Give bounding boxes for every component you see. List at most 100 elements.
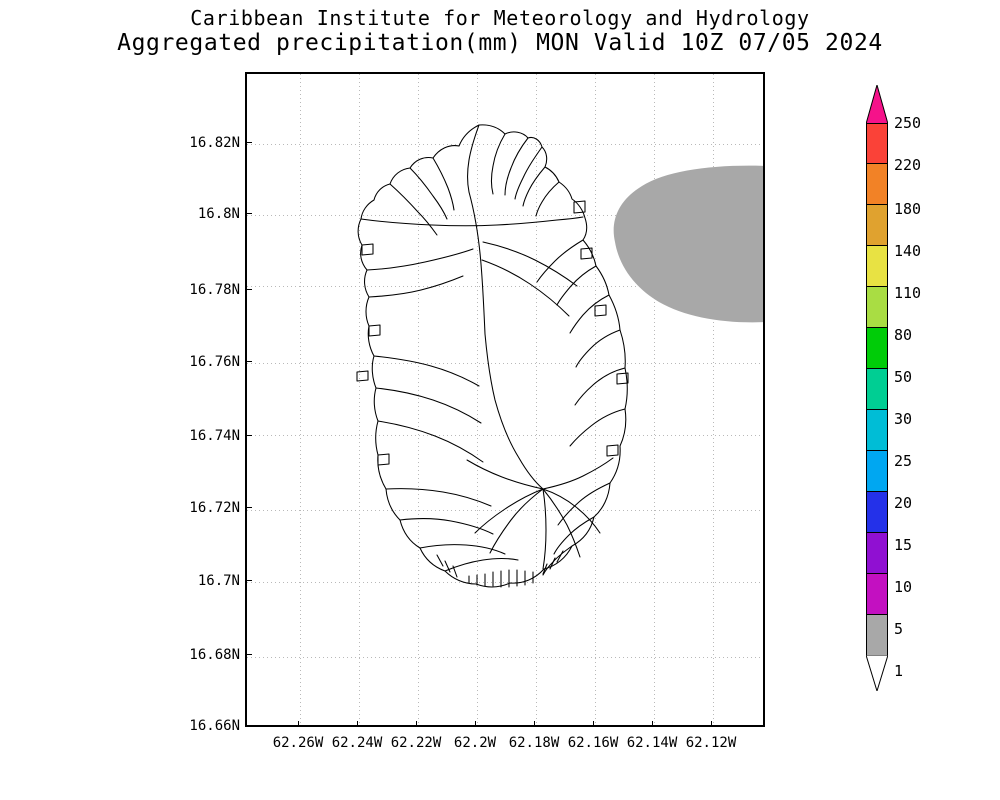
watershed-divide <box>466 124 480 193</box>
y-axis-label: 16.8N <box>197 206 240 222</box>
y-axis-label: 16.82N <box>189 135 240 151</box>
colorbar-tick-label: 20 <box>894 494 913 512</box>
colorbar-tick-label: 180 <box>894 200 922 218</box>
watershed-divide <box>490 133 506 195</box>
coastal-detail <box>436 550 564 578</box>
gridline-horizontal <box>247 510 763 511</box>
x-axis-tick <box>475 721 476 727</box>
gridline-vertical <box>595 74 596 725</box>
gridline-vertical <box>477 74 478 725</box>
colorbar-tick-label: 50 <box>894 368 913 386</box>
colorbar-band-220-250 <box>866 163 888 205</box>
colorbar-band-140-180 <box>866 245 888 287</box>
watershed-divide <box>366 248 474 271</box>
y-axis-tick <box>245 289 252 290</box>
watershed-divide <box>444 557 519 572</box>
colorbar-band-110-140 <box>866 286 888 328</box>
colorbar-extend-bottom <box>866 655 888 691</box>
colorbar-band-10-15 <box>866 573 888 615</box>
watershed-divide <box>489 488 544 554</box>
montserrat-watershed-outlines <box>356 124 629 588</box>
x-axis-tick <box>416 721 417 727</box>
watershed-divide <box>542 488 547 570</box>
colorbar-band-5-10 <box>866 614 888 656</box>
watershed-divide <box>432 157 455 211</box>
y-axis-label: 16.78N <box>189 282 240 298</box>
gridline-vertical <box>654 74 655 725</box>
colorbar-tick-label: 250 <box>894 114 922 132</box>
y-axis-label: 16.76N <box>189 354 240 370</box>
watershed-divide <box>466 459 544 490</box>
y-axis-label: 16.68N <box>189 647 240 663</box>
colorbar-tick-label: 1 <box>894 662 904 680</box>
watershed-divide <box>569 294 610 334</box>
y-axis-tick <box>245 654 252 655</box>
y-axis-label: 16.7N <box>197 573 240 589</box>
watershed-divide <box>553 516 595 555</box>
colorbar-tick-label: 80 <box>894 326 913 344</box>
x-axis-tick <box>711 721 712 727</box>
gridline-vertical <box>418 74 419 725</box>
watershed-divide <box>535 181 560 217</box>
watershed-divide <box>377 420 484 463</box>
institute-title: Caribbean Institute for Meteorology and … <box>190 6 810 30</box>
y-axis-tick <box>245 142 252 143</box>
gridline-horizontal <box>247 215 763 216</box>
x-axis-label: 62.24W <box>331 735 383 751</box>
watershed-divide <box>536 239 584 283</box>
watershed-divide <box>368 275 464 298</box>
watershed-divide <box>361 243 374 256</box>
gridline-vertical <box>300 74 301 725</box>
watershed-divide <box>575 329 621 368</box>
watershed-divide <box>385 488 492 507</box>
colorbar-tick-label: 140 <box>894 242 922 260</box>
watershed-divide <box>356 370 369 382</box>
watershed-divide <box>389 183 438 236</box>
watershed-divide <box>542 457 614 490</box>
watershed-divide <box>557 482 611 526</box>
watershed-divide <box>419 544 506 555</box>
colorbar-tick-label: 30 <box>894 410 913 428</box>
watershed-divide <box>542 488 581 558</box>
x-axis-label: 62.14W <box>626 735 678 751</box>
watershed-divide <box>522 166 546 207</box>
colorbar-tick-label: 5 <box>894 620 904 638</box>
coastal-detail <box>468 569 534 588</box>
colorbar-band-80-110 <box>866 327 888 369</box>
gridline-horizontal <box>247 363 763 364</box>
x-axis-label: 62.22W <box>390 735 442 751</box>
watershed-divide <box>482 241 578 287</box>
gridline-vertical <box>536 74 537 725</box>
x-axis-label: 62.16W <box>567 735 619 751</box>
y-axis-tick <box>245 435 252 436</box>
colorbar-band-180-220 <box>866 204 888 246</box>
gridline-horizontal <box>247 582 763 583</box>
offshore-precipitation-patch <box>613 165 763 323</box>
island-coastline <box>357 124 628 588</box>
gridline-horizontal <box>247 435 763 436</box>
colorbar-tick-label: 110 <box>894 284 922 302</box>
watershed-divide <box>574 367 626 406</box>
map-vector-layer <box>356 124 763 588</box>
watershed-divide <box>368 324 381 337</box>
colorbar <box>866 85 888 715</box>
x-axis-label: 62.2W <box>453 735 497 751</box>
x-axis-label: 62.18W <box>508 735 560 751</box>
y-axis-label: 16.72N <box>189 500 240 516</box>
colorbar-band-30-50 <box>866 409 888 451</box>
page-title: Aggregated precipitation(mm) MON Valid 1… <box>117 30 883 56</box>
main-ridge-divide <box>468 191 544 490</box>
y-axis-tick <box>245 725 252 726</box>
watershed-divide <box>360 216 584 227</box>
watershed-divide <box>542 488 601 534</box>
watershed-divide <box>616 372 629 385</box>
colorbar-band-50-80 <box>866 368 888 410</box>
watershed-divide <box>373 355 480 387</box>
watershed-divide <box>580 247 593 260</box>
x-axis-label: 62.12W <box>685 735 737 751</box>
gridline-vertical <box>713 74 714 725</box>
watershed-divide <box>504 137 529 196</box>
x-axis-label: 62.26W <box>272 735 324 751</box>
y-axis-label: 16.74N <box>189 428 240 444</box>
